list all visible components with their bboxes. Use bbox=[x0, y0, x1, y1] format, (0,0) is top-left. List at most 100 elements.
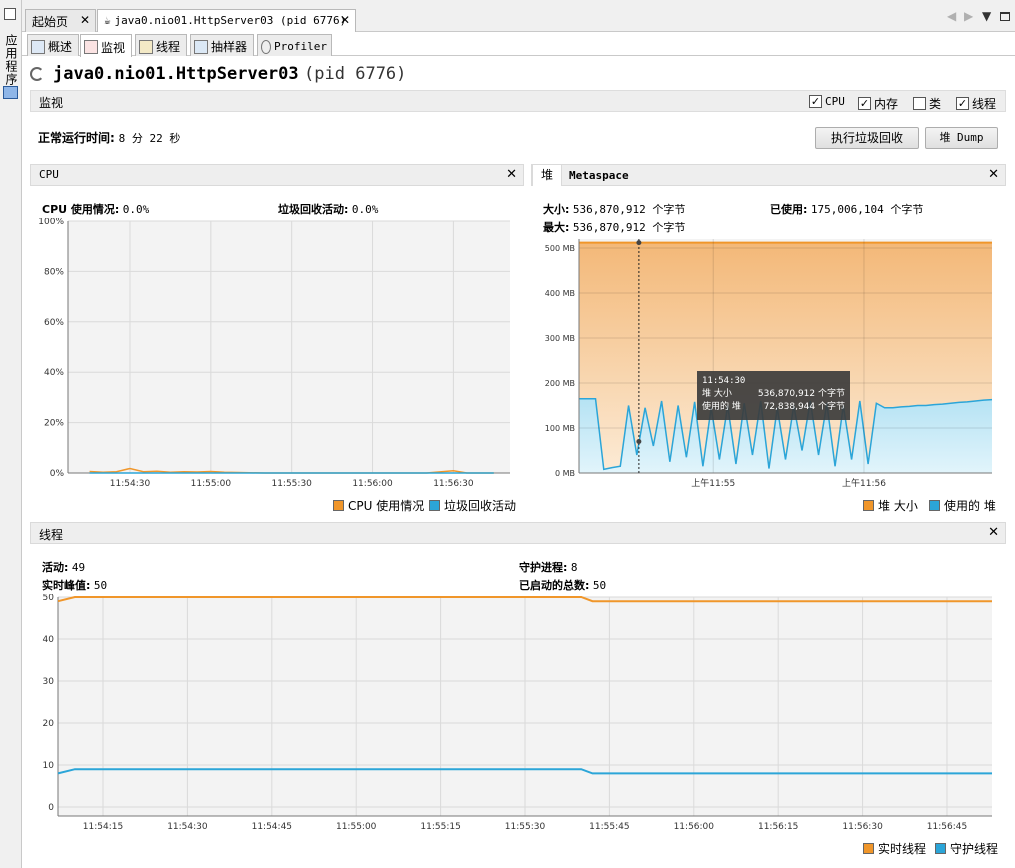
x-tick-label: 11:54:30 bbox=[167, 822, 208, 832]
tab-label: 起始页 bbox=[32, 15, 69, 29]
x-tick-label: 11:56:15 bbox=[758, 822, 798, 832]
checkbox-mark: ✓ bbox=[809, 95, 822, 108]
section-title: 监视 bbox=[39, 96, 64, 110]
legend-label: 使用的 堆 bbox=[944, 499, 996, 513]
tab-overview[interactable]: 概述 bbox=[27, 34, 79, 56]
maximize-icon[interactable] bbox=[1000, 12, 1010, 21]
checkbox-label: 类 bbox=[929, 97, 942, 111]
tab-metaspace[interactable]: Metaspace bbox=[569, 169, 629, 182]
y-tick-label: 30 bbox=[43, 677, 55, 687]
tab-profiler[interactable]: Profiler bbox=[257, 34, 332, 56]
legend-label: 实时线程 bbox=[878, 842, 927, 856]
checkbox-label: 线程 bbox=[972, 97, 997, 111]
threads-daemon-label: 守护进程: bbox=[519, 561, 568, 574]
tooltip-row: 堆 大小 536,870,912 个字节 bbox=[702, 386, 845, 399]
heap-used-label: 已使用: bbox=[770, 203, 808, 216]
heap-panel-header: 堆 Metaspace ✕ bbox=[531, 164, 1006, 186]
close-icon[interactable]: ✕ bbox=[79, 13, 90, 27]
scroll-right-icon[interactable]: ▶ bbox=[964, 9, 974, 23]
threads-checkbox[interactable]: ✓ 线程 bbox=[956, 95, 996, 112]
restore-window-icon[interactable] bbox=[4, 8, 16, 20]
legend-label: 守护线程 bbox=[950, 842, 999, 856]
y-tick-label: 100 MB bbox=[545, 424, 575, 433]
y-tick-label: 40 bbox=[43, 635, 55, 645]
threads-peak-value: 50 bbox=[93, 579, 108, 592]
x-tick-label: 11:56:30 bbox=[842, 822, 883, 832]
tab-list-dropdown-icon[interactable]: ▼ bbox=[982, 9, 992, 23]
checkbox-mark bbox=[913, 97, 926, 110]
heap-used-area bbox=[579, 398, 992, 473]
legend-label: CPU 使用情况 bbox=[348, 499, 425, 513]
x-tick-label: 11:54:45 bbox=[252, 822, 292, 832]
close-icon[interactable]: ✕ bbox=[339, 13, 350, 27]
applications-sidebar-label[interactable]: 应用程序 bbox=[4, 34, 18, 86]
tab-process[interactable]: ☕ java0.nio01.HttpServer03 (pid 6776) ✕ bbox=[97, 9, 356, 33]
cpu-legend-gc: 垃圾回收活动 bbox=[429, 497, 516, 514]
cpu-checkbox[interactable]: ✓ CPU bbox=[809, 95, 845, 108]
legend-swatch bbox=[863, 843, 874, 854]
tab-monitor[interactable]: 监视 bbox=[80, 34, 132, 57]
x-tick-label: 上午11:55 bbox=[691, 477, 735, 489]
threads-legend-live: 实时线程 bbox=[863, 840, 926, 857]
threads-legend-daemon: 守护线程 bbox=[935, 840, 998, 857]
heap-dump-button[interactable]: 堆 Dump bbox=[925, 127, 998, 149]
x-tick-label: 11:55:30 bbox=[271, 479, 312, 489]
y-tick-label: 300 MB bbox=[545, 334, 575, 343]
checkbox-label: 内存 bbox=[874, 97, 899, 111]
y-tick-label: 400 MB bbox=[545, 289, 575, 298]
threads-peak-label: 实时峰值: bbox=[42, 579, 91, 592]
x-tick-label: 11:55:30 bbox=[505, 822, 546, 832]
legend-swatch bbox=[429, 500, 440, 511]
scroll-left-icon[interactable]: ◀ bbox=[947, 9, 957, 23]
crosshair-point bbox=[636, 240, 642, 246]
legend-swatch bbox=[935, 843, 946, 854]
cpu-panel-header: CPU ✕ bbox=[30, 164, 524, 186]
series-line bbox=[57, 596, 992, 603]
tooltip-series-value: 536,870,912 个字节 bbox=[757, 389, 845, 399]
panel-title: CPU bbox=[39, 168, 59, 181]
close-icon[interactable]: ✕ bbox=[988, 525, 999, 540]
threads-live-value: 49 bbox=[71, 561, 86, 574]
gc-activity: 垃圾回收活动: 0.0% bbox=[278, 201, 378, 217]
legend-label: 堆 大小 bbox=[878, 499, 918, 513]
gc-activity-value: 0.0% bbox=[351, 203, 379, 216]
tab-start-page[interactable]: 起始页 ✕ bbox=[25, 9, 96, 32]
threads-chart: 0 10 20 30 40 50 11:54:15 11:54:30 11:54:45 11:55… bbox=[43, 594, 992, 832]
monitor-section-bar: 监视 ✓ CPU ✓ 内存 类 ✓ 线程 bbox=[30, 90, 1006, 112]
close-icon[interactable]: ✕ bbox=[506, 167, 517, 182]
cpu-legend-cpu: CPU 使用情况 bbox=[333, 497, 424, 514]
tab-label: Profiler bbox=[274, 40, 327, 53]
cpu-usage-label: CPU 使用情况: bbox=[42, 203, 120, 216]
process-pid: (pid 6776) bbox=[304, 64, 407, 84]
loading-spinner-icon bbox=[30, 67, 44, 81]
y-tick-label: 60% bbox=[44, 318, 64, 328]
left-side-strip: 应用程序 bbox=[0, 0, 22, 868]
monitor-chart-icon bbox=[84, 40, 98, 54]
threads-started: 已启动的总数: 50 bbox=[519, 577, 606, 593]
memory-checkbox[interactable]: ✓ 内存 bbox=[858, 95, 898, 112]
tab-heap[interactable]: 堆 bbox=[532, 164, 562, 186]
close-icon[interactable]: ✕ bbox=[988, 167, 999, 182]
y-tick-label: 10 bbox=[43, 761, 55, 771]
applications-icon[interactable] bbox=[3, 86, 18, 99]
classes-checkbox[interactable]: 类 bbox=[913, 95, 941, 112]
x-tick-label: 11:55:15 bbox=[420, 822, 460, 832]
x-tick-label: 11:55:45 bbox=[589, 822, 629, 832]
y-tick-label: 20% bbox=[44, 419, 64, 429]
heap-legend-size: 堆 大小 bbox=[863, 497, 918, 514]
perform-gc-button[interactable]: 执行垃圾回收 bbox=[815, 127, 919, 149]
y-tick-label: 100% bbox=[38, 218, 64, 227]
x-tick-label: 11:56:30 bbox=[433, 479, 474, 489]
threads-peak: 实时峰值: 50 bbox=[42, 577, 107, 593]
java-cup-icon: ☕ bbox=[104, 14, 111, 27]
legend-label: 垃圾回收活动 bbox=[444, 499, 517, 513]
series-line bbox=[57, 768, 992, 775]
threads-daemon: 守护进程: 8 bbox=[519, 559, 578, 575]
threads-live: 活动: 49 bbox=[42, 559, 85, 575]
tooltip-series-name: 使用的 堆 bbox=[702, 402, 741, 412]
tab-sampler[interactable]: 抽样器 bbox=[190, 34, 254, 56]
x-tick-label: 11:56:45 bbox=[927, 822, 967, 832]
tab-threads[interactable]: 线程 bbox=[135, 34, 187, 56]
threads-daemon-value: 8 bbox=[570, 561, 578, 574]
cpu-chart: 0% 20% 40% 60% 80% 100% 11:54:30 11:55:00 11:55:… bbox=[38, 218, 510, 489]
